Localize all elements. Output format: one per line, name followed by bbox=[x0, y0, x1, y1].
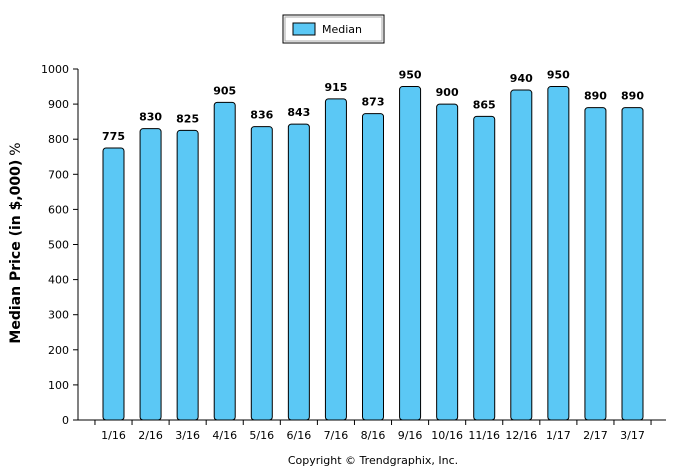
legend-inner-frame bbox=[284, 16, 383, 42]
bar bbox=[324, 98, 347, 421]
x-tick-label: 3/16 bbox=[175, 429, 200, 442]
data-label: 940 bbox=[510, 72, 533, 85]
bar bbox=[621, 107, 644, 421]
x-tick-label: 6/16 bbox=[287, 429, 312, 442]
y-axis-title-text: Median Price (in $,000) bbox=[8, 160, 24, 344]
x-tick-label: 1/17 bbox=[546, 429, 571, 442]
bar bbox=[510, 89, 533, 421]
x-tick-label: 11/16 bbox=[468, 429, 500, 442]
legend: Median bbox=[282, 14, 385, 44]
data-label: 843 bbox=[287, 106, 310, 119]
x-tick-label: 10/16 bbox=[431, 429, 463, 442]
bar bbox=[213, 101, 236, 421]
legend-swatch bbox=[292, 22, 316, 36]
bar bbox=[102, 147, 125, 421]
data-label: 830 bbox=[139, 111, 162, 124]
x-tick-label: 9/16 bbox=[398, 429, 423, 442]
y-tick-label: 400 bbox=[48, 274, 69, 287]
y-axis-ticks: 0 100 200 300 400 500 600 700 800 900 1000 bbox=[41, 63, 78, 427]
data-label: 825 bbox=[176, 112, 199, 125]
x-tick-label: 3/17 bbox=[620, 429, 645, 442]
x-tick-label: 2/16 bbox=[138, 429, 163, 442]
data-label: 836 bbox=[250, 109, 273, 122]
y-tick-label: 700 bbox=[48, 168, 69, 181]
data-label: 900 bbox=[436, 86, 459, 99]
data-label: 890 bbox=[584, 90, 607, 103]
data-label: 775 bbox=[102, 130, 125, 143]
data-label: 950 bbox=[547, 69, 570, 82]
bar bbox=[287, 123, 310, 421]
x-tick-label: 12/16 bbox=[505, 429, 537, 442]
y-tick-label: 600 bbox=[48, 203, 69, 216]
y-tick-label: 0 bbox=[62, 414, 69, 427]
data-label: 950 bbox=[399, 69, 422, 82]
x-tick-label: 2/17 bbox=[583, 429, 608, 442]
bar bbox=[436, 103, 459, 421]
y-tick-label: 200 bbox=[48, 344, 69, 357]
bar bbox=[362, 113, 384, 421]
x-tick-label: 8/16 bbox=[361, 429, 386, 442]
y-axis-title-unit: % bbox=[8, 142, 24, 155]
data-label: 865 bbox=[473, 98, 496, 111]
bar bbox=[139, 128, 162, 421]
bars: 775 830 825 905 836 843 915 873 950 900 865 940 950 8… bbox=[102, 69, 644, 421]
x-tick-label: 1/16 bbox=[101, 429, 126, 442]
y-tick-label: 900 bbox=[48, 98, 69, 111]
copyright-text: Copyright © Trendgraphix, Inc. bbox=[288, 454, 458, 467]
y-tick-label: 1000 bbox=[41, 63, 69, 76]
y-tick-label: 100 bbox=[48, 379, 69, 392]
bar bbox=[584, 107, 607, 421]
bar bbox=[176, 129, 199, 421]
y-tick-label: 300 bbox=[48, 309, 69, 322]
y-axis-title: Median Price (in $,000)% bbox=[8, 142, 24, 343]
x-tick-label: 4/16 bbox=[212, 429, 237, 442]
bar bbox=[250, 126, 273, 421]
legend-label: Median bbox=[322, 23, 362, 36]
x-tick-label: 7/16 bbox=[324, 429, 349, 442]
data-label: 915 bbox=[324, 81, 347, 94]
x-axis-ticks: 1/16 2/16 3/16 4/16 5/16 6/16 7/16 8/16 9/16 10/1… bbox=[94, 420, 652, 442]
data-label: 873 bbox=[362, 96, 385, 109]
y-tick-label: 500 bbox=[48, 239, 69, 252]
y-tick-label: 800 bbox=[48, 133, 69, 146]
bar bbox=[547, 86, 570, 421]
bar bbox=[473, 115, 496, 421]
data-label: 905 bbox=[213, 84, 236, 97]
bar bbox=[399, 86, 422, 421]
x-tick-label: 5/16 bbox=[249, 429, 274, 442]
data-label: 890 bbox=[621, 90, 644, 103]
